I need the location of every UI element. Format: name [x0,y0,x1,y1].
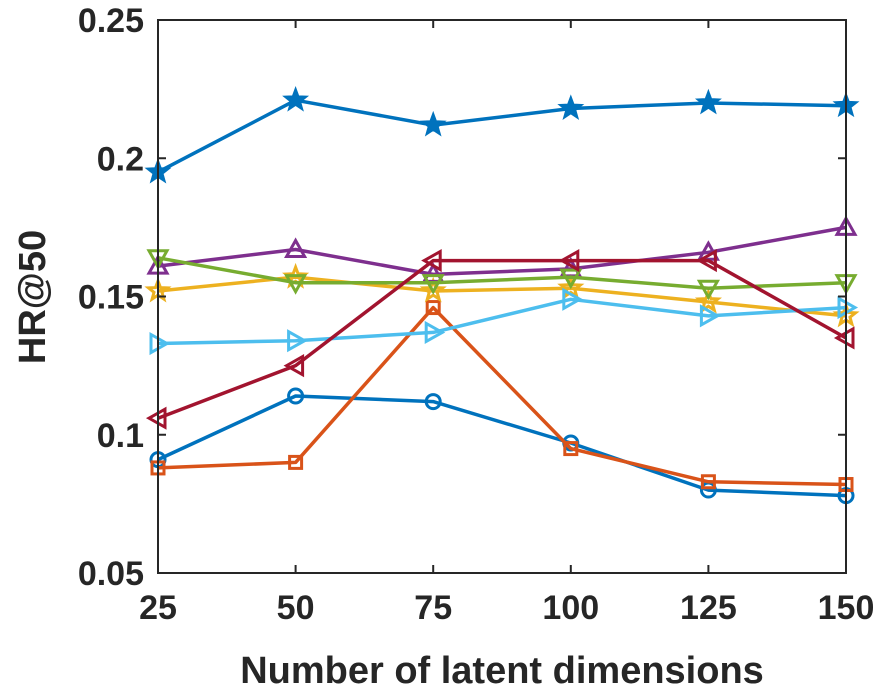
x-tick-label: 125 [680,589,737,627]
y-tick-label: 0.15 [78,279,144,317]
data-point-triangle-left [421,248,442,273]
y-tick-label: 0.05 [78,555,144,593]
data-point-triangle-right [424,320,446,345]
data-point-square [700,474,716,490]
y-tick-label: 0.1 [97,417,144,455]
x-tick-label: 25 [139,589,177,627]
series-triangle-up-line [157,225,847,277]
data-point-circle [424,393,442,411]
x-tick-label: 150 [818,589,875,627]
data-point-triangle-down [696,279,720,301]
data-point-pentagram [557,94,585,120]
data-point-pentagram [694,88,722,115]
y-axis-title: HR@50 [12,230,54,364]
series-triangle-left [145,248,855,430]
data-point-triangle-right [287,329,308,353]
data-point-triangle-down [421,274,445,295]
data-point-square [425,300,441,316]
series-pentagram-line [157,98,847,174]
x-axis-title: Number of latent dimensions [240,650,764,692]
data-point-triangle-left [558,248,580,273]
series-square-line [157,305,847,487]
x-tick-label: 75 [414,589,452,627]
data-point-star [694,287,722,314]
data-point-triangle-left [283,354,305,378]
data-point-pentagram [282,86,310,112]
data-point-triangle-right [699,304,721,328]
series-triangle-right [149,287,859,356]
axes [157,19,847,574]
data-point-square [288,454,304,470]
series-triangle-down-line [157,256,847,290]
data-point-triangle-down [284,274,308,295]
data-point-star [557,273,585,300]
data-point-star [419,276,447,303]
data-point-circle [287,387,305,405]
data-point-triangle-right [562,287,583,311]
data-point-triangle-down [559,268,583,290]
series-triangle-left-line [157,258,847,420]
data-point-triangle-up [284,237,308,258]
y-tick-label: 0.25 [78,2,144,40]
y-tick-label: 0.2 [97,140,144,178]
data-point-square [563,441,579,457]
data-point-triangle-left [696,248,717,273]
data-point-pentagram [419,110,447,137]
x-tick-label: 50 [277,589,315,627]
tick-labels: 25 50 75 100 125 150 0.05 0.1 0.15 0.2 0.25 [78,2,875,627]
series-circle-line [157,394,847,498]
series-triangle-right-line [157,297,847,346]
x-tick-label: 100 [542,589,599,627]
series-layer [144,86,860,505]
